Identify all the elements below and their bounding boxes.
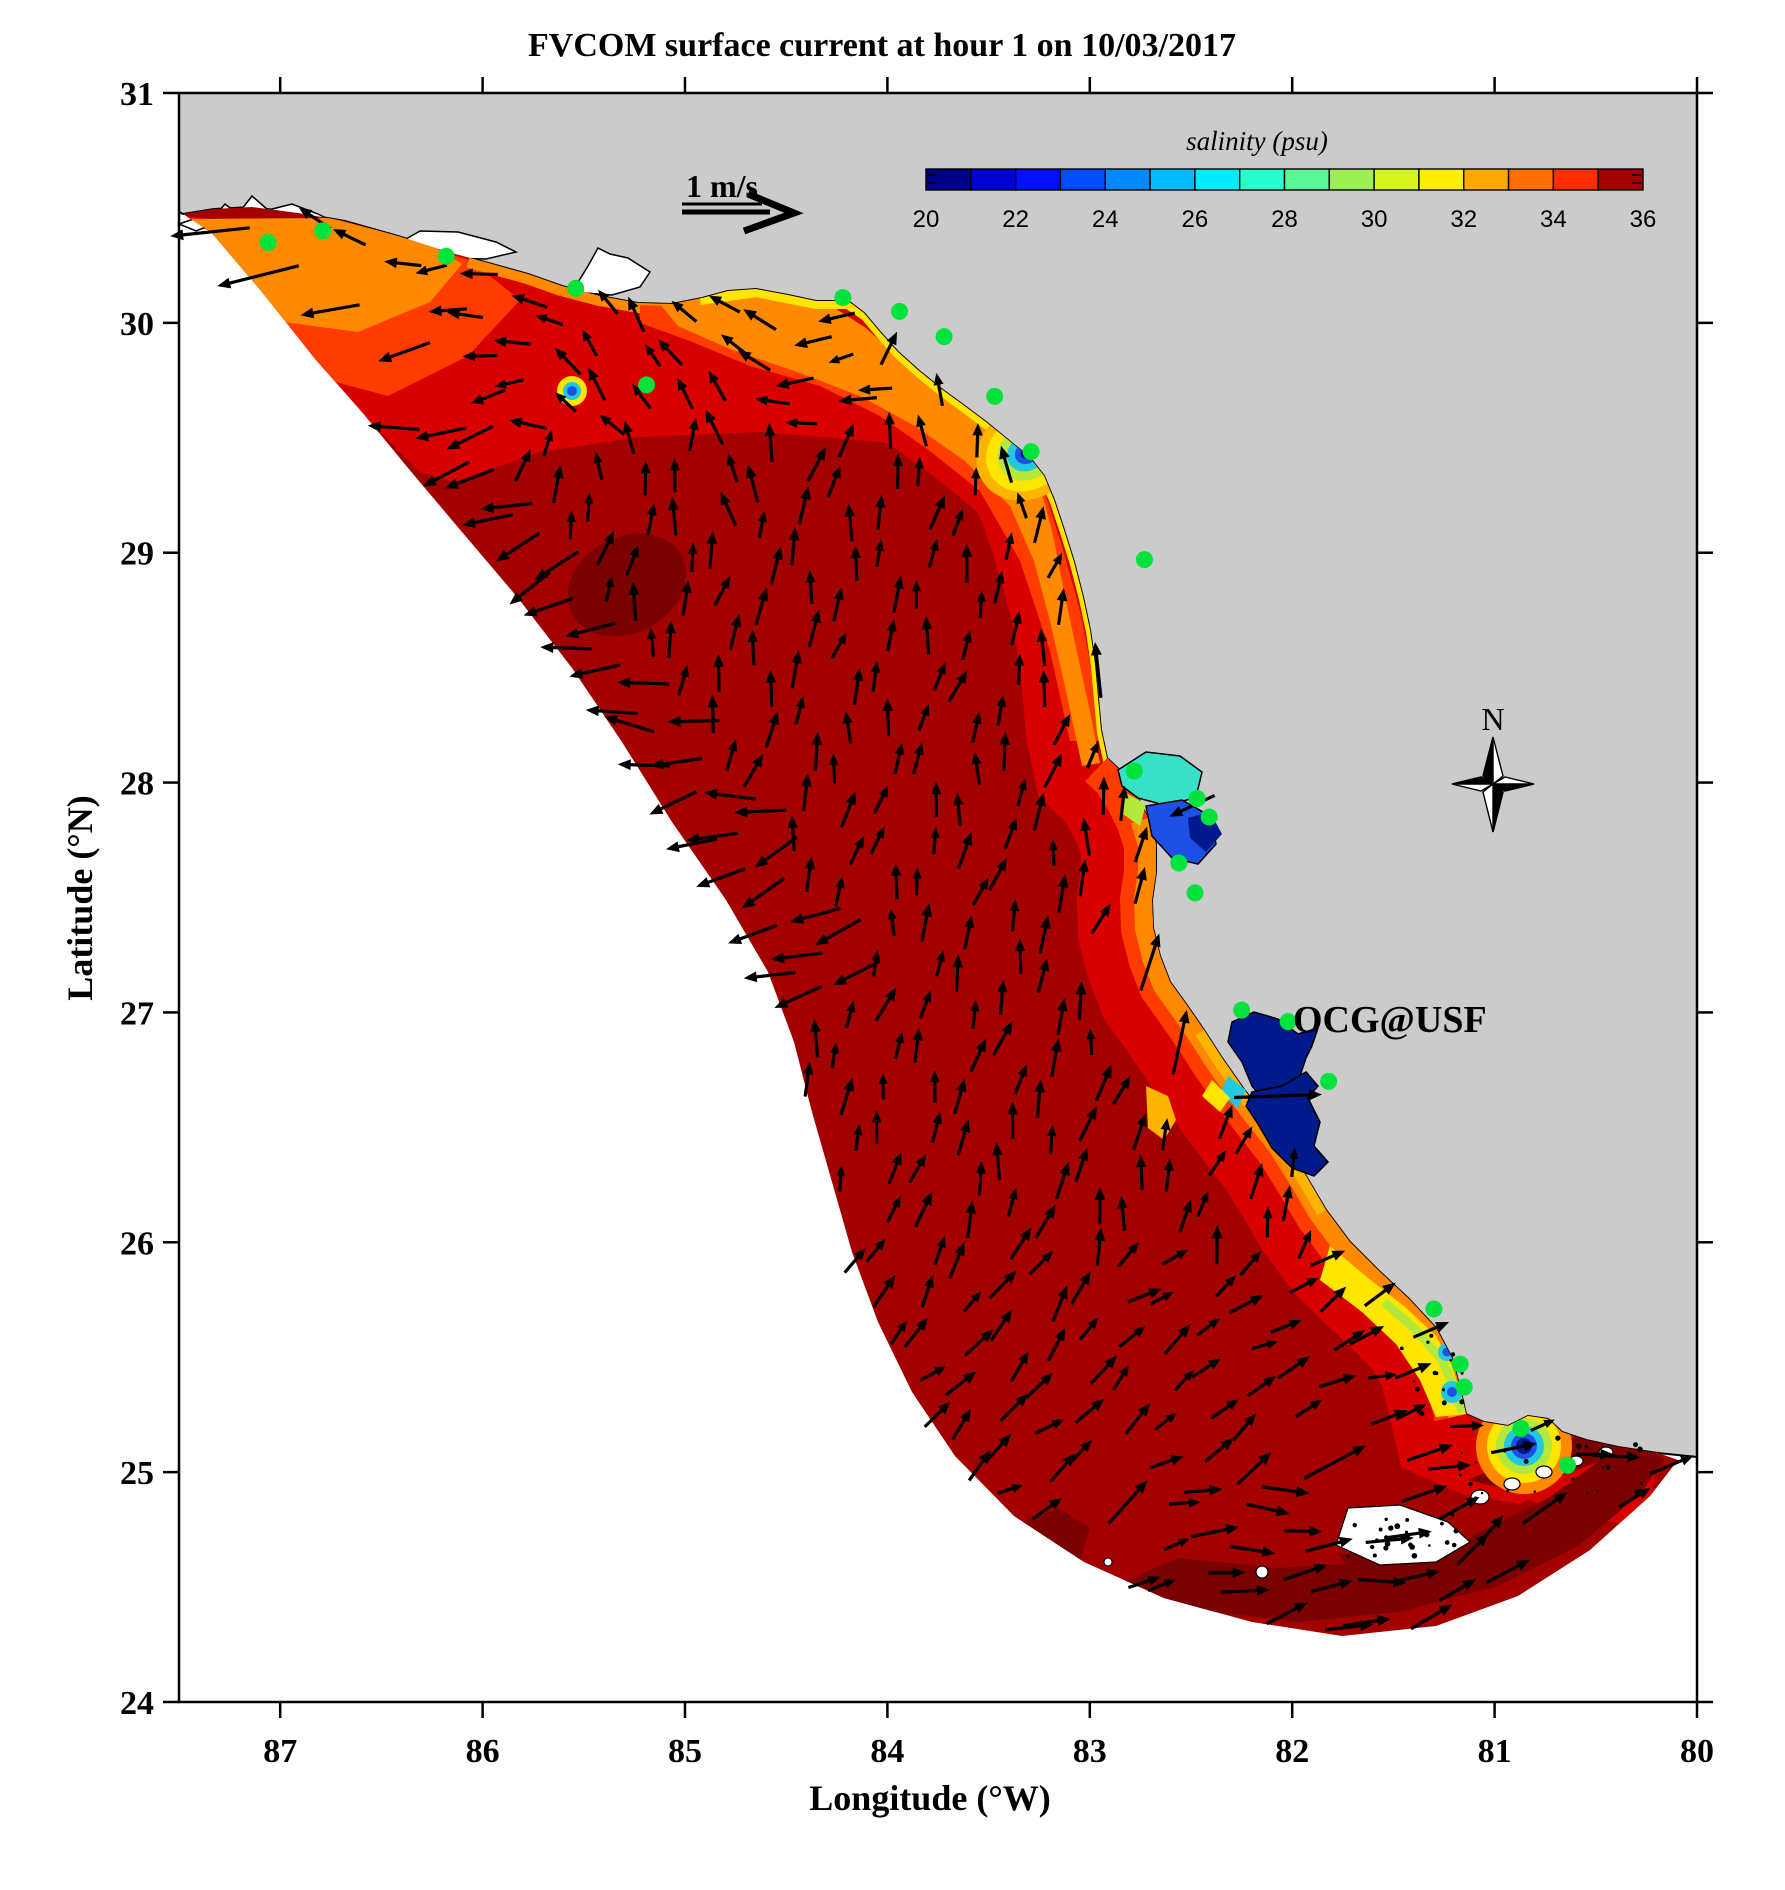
colorbar-cell <box>1328 168 1375 191</box>
colorbar-tick-label: 30 <box>1361 206 1388 233</box>
station-dot <box>1425 1300 1443 1318</box>
y-tick-label: 26 <box>120 1225 154 1262</box>
colorbar-tick-label: 32 <box>1450 206 1477 233</box>
y-tick-label: 28 <box>120 766 154 803</box>
station-dot <box>1200 808 1218 826</box>
colorbar-tick-label: 26 <box>1182 206 1209 233</box>
x-tick-label: 81 <box>1478 1733 1512 1770</box>
colorbar-cell <box>1597 168 1644 191</box>
colorbar-cell <box>1104 168 1151 191</box>
station-dot <box>1135 551 1153 569</box>
station-dot <box>1320 1072 1338 1090</box>
x-tick-label: 83 <box>1073 1733 1107 1770</box>
station-markers <box>259 222 1576 1474</box>
vector-scale-label: 1 m/s <box>686 168 758 204</box>
compass-rose-icon: N <box>1451 701 1535 833</box>
axis-tick-labels: 87 86 85 84 83 82 81 80 24 25 26 27 28 29 30 31 <box>120 76 1714 1770</box>
station-dot <box>1022 443 1040 461</box>
current-vectors <box>170 207 1694 1632</box>
station-dot <box>935 328 953 346</box>
colorbar-tick-label: 34 <box>1540 206 1567 233</box>
compass-north-label: N <box>1481 701 1504 737</box>
y-tick-label: 31 <box>120 76 154 113</box>
y-axis-label: Latitude (°N) <box>60 795 100 1000</box>
scale-arrow-head-icon <box>742 190 804 235</box>
y-tick-label: 24 <box>120 1685 154 1722</box>
colorbar-cell <box>925 168 972 191</box>
x-tick-label: 80 <box>1680 1733 1714 1770</box>
station-dot <box>1186 884 1204 902</box>
colorbar-cell <box>970 168 1017 191</box>
station-dot <box>1512 1419 1530 1437</box>
station-dot <box>314 222 332 240</box>
colorbar-cell <box>1418 168 1465 191</box>
station-dot <box>1451 1355 1469 1373</box>
station-dot <box>1455 1378 1473 1396</box>
colorbar-cell <box>1194 168 1241 191</box>
colorbar-label: salinity (psu) <box>1186 126 1328 156</box>
colorbar-cell <box>1552 168 1599 191</box>
x-tick-label: 84 <box>870 1733 904 1770</box>
colorbar-tick-label: 22 <box>1002 206 1029 233</box>
colorbar-cell <box>1463 168 1510 191</box>
x-tick-label: 82 <box>1275 1733 1309 1770</box>
station-dot <box>834 289 852 307</box>
colorbar-tick-label: 24 <box>1092 206 1119 233</box>
colorbar-tick-label: 36 <box>1630 206 1657 233</box>
station-dot <box>986 387 1004 405</box>
station-dot <box>437 247 455 265</box>
x-axis-label: Longitude (°W) <box>809 1778 1050 1818</box>
station-dot <box>1233 1001 1251 1019</box>
axis-ticks <box>163 77 1713 1718</box>
colorbar-cell <box>1373 168 1420 191</box>
station-dot <box>891 302 909 320</box>
plot-frame <box>177 91 1699 1704</box>
colorbar: 20 22 24 26 28 30 32 34 36 <box>913 168 1657 233</box>
y-tick-label: 25 <box>120 1455 154 1492</box>
colorbar-cell <box>1283 168 1331 191</box>
y-tick-label: 30 <box>120 306 154 343</box>
station-dot <box>259 233 277 251</box>
plot-title: FVCOM surface current at hour 1 on 10/03… <box>528 27 1236 64</box>
colorbar-cell <box>1149 168 1196 191</box>
colorbar-cell <box>1014 168 1062 191</box>
station-dot <box>1279 1013 1297 1031</box>
station-dot <box>1558 1456 1576 1474</box>
colorbar-cell <box>1059 168 1106 191</box>
watermark-text: OCG@USF <box>1293 999 1487 1041</box>
colorbar-cell <box>1238 168 1286 191</box>
x-tick-label: 87 <box>263 1733 297 1770</box>
station-dot <box>1188 790 1206 808</box>
x-tick-label: 85 <box>668 1733 702 1770</box>
colorbar-cell <box>1507 168 1555 191</box>
station-dot <box>1125 762 1143 780</box>
station-dot <box>567 279 585 297</box>
y-tick-label: 29 <box>120 536 154 573</box>
station-dot <box>1170 854 1188 872</box>
x-tick-label: 86 <box>466 1733 500 1770</box>
station-dot <box>638 376 656 394</box>
colorbar-tick-label: 28 <box>1271 206 1298 233</box>
colorbar-tick-label: 20 <box>913 206 940 233</box>
y-tick-label: 27 <box>120 995 154 1032</box>
vector-scale: 1 m/s <box>682 168 804 235</box>
